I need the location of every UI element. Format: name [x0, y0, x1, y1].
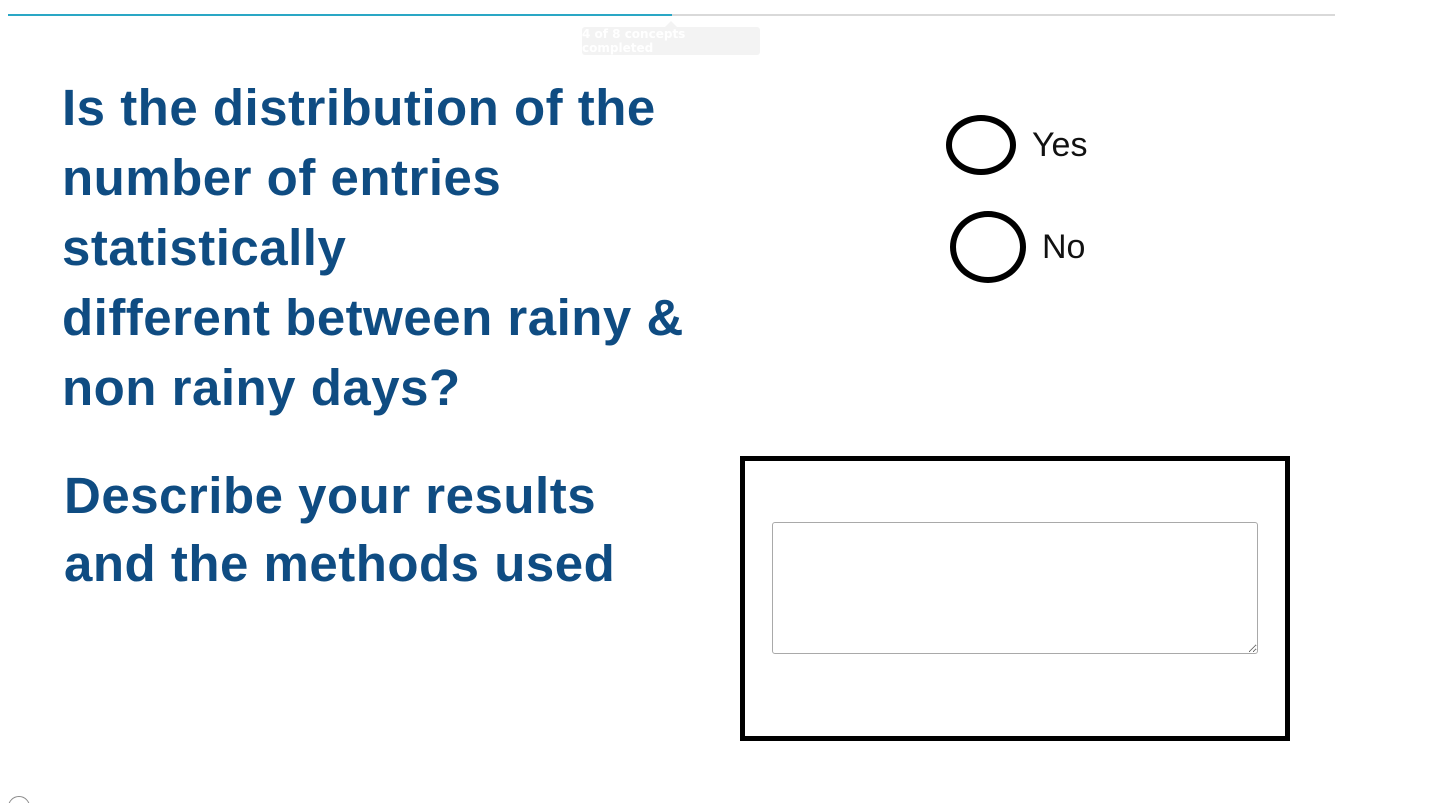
progress-bar [8, 14, 1335, 16]
answer-textarea[interactable] [772, 522, 1258, 654]
progress-tooltip: 4 of 8 concepts completed [582, 21, 760, 55]
radio-no-circle[interactable] [950, 211, 1026, 283]
question-line: number of entries statistically [62, 149, 502, 276]
question-line: Is the distribution of the [62, 79, 656, 136]
describe-line: Describe your results [64, 467, 597, 524]
question-line: non rainy days? [62, 359, 461, 416]
question-text: Is the distribution of the number of ent… [62, 73, 782, 423]
question-line: different between rainy & [62, 289, 684, 346]
progress-fill [8, 14, 672, 16]
option-no-label: No [1042, 227, 1086, 266]
describe-prompt: Describe your results and the methods us… [64, 462, 684, 598]
option-no[interactable]: No [950, 211, 1085, 283]
option-yes[interactable]: Yes [946, 115, 1087, 175]
radio-yes-circle[interactable] [946, 115, 1016, 175]
option-yes-label: Yes [1032, 125, 1088, 164]
circle-icon[interactable] [8, 796, 30, 803]
describe-line: and the methods used [64, 535, 616, 592]
